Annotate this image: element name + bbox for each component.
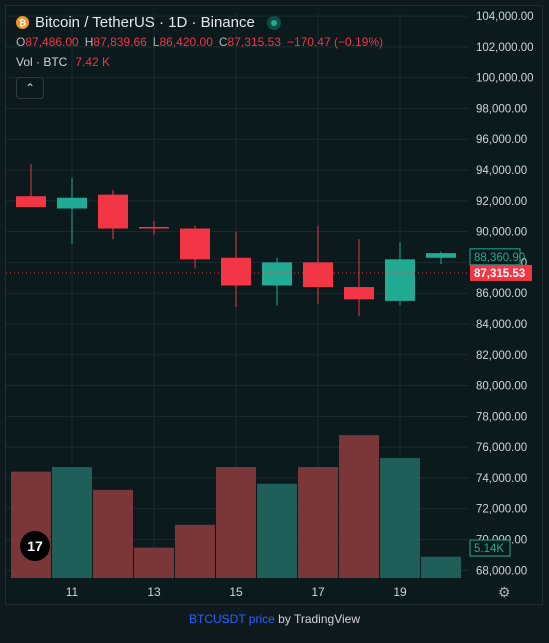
symbol-price-link[interactable]: BTCUSDT price bbox=[189, 612, 275, 626]
tradingview-logo-text: 17 bbox=[27, 538, 43, 554]
volume-bar bbox=[175, 524, 215, 578]
volume-legend[interactable]: Vol · BTC 7.42 K bbox=[16, 55, 383, 69]
candle-body bbox=[303, 262, 333, 288]
candle-body bbox=[98, 194, 128, 229]
price-tick-label: 82,000.00 bbox=[476, 350, 527, 362]
tradingview-logo[interactable]: 17 bbox=[20, 531, 50, 561]
last-price-marker-box bbox=[469, 248, 521, 266]
candle-body bbox=[344, 287, 374, 300]
candle-body bbox=[262, 262, 292, 286]
bitcoin-icon: ₿ bbox=[16, 16, 29, 29]
price-tick-label: 76,000.00 bbox=[476, 442, 527, 454]
volume-bar bbox=[257, 483, 297, 578]
volume-bar bbox=[52, 467, 92, 578]
ohlc-open: O87,486.00 bbox=[16, 35, 79, 49]
price-tick-label: 74,000.00 bbox=[476, 473, 527, 485]
volume-bar bbox=[134, 547, 174, 578]
volume-bar bbox=[298, 467, 338, 578]
time-tick-label: 19 bbox=[393, 585, 407, 599]
candle-body bbox=[426, 253, 456, 258]
volume-bar bbox=[216, 467, 256, 578]
price-tick-label: 80,000.00 bbox=[476, 381, 527, 393]
candle-body bbox=[180, 228, 210, 260]
price-tick-label: 72,000.00 bbox=[476, 504, 527, 516]
settings-gear-icon[interactable]: ⚙ bbox=[498, 584, 511, 600]
price-tick-label: 100,000.00 bbox=[476, 73, 534, 85]
collapse-legend-button[interactable]: ⌃ bbox=[16, 77, 44, 99]
market-open-indicator-icon bbox=[266, 15, 281, 30]
chart-widget: 104,000.00 102,000.00 100,000.00 98,000.00 9… bbox=[5, 5, 543, 605]
price-tick-label: 84,000.00 bbox=[476, 319, 527, 331]
ohlc-close: C87,315.53 bbox=[218, 35, 281, 49]
volume-bar bbox=[11, 471, 51, 578]
chevron-up-icon: ⌃ bbox=[24, 81, 36, 95]
price-tick-label: 78,000.00 bbox=[476, 411, 527, 423]
candle-body bbox=[16, 196, 46, 207]
volume-bar bbox=[93, 489, 133, 578]
time-tick-label: 11 bbox=[66, 585, 79, 599]
ohlc-high: H87,839.66 bbox=[84, 35, 147, 49]
volume-axis-label: 5.14K bbox=[474, 543, 504, 555]
price-tick-label: 98,000.00 bbox=[476, 103, 527, 115]
price-tick-label: 90,000.00 bbox=[476, 227, 527, 239]
attribution-footer: BTCUSDT price by TradingView bbox=[0, 612, 549, 626]
symbol-title-row[interactable]: ₿ Bitcoin / TetherUS · 1D · Binance bbox=[16, 14, 383, 31]
price-tick-label: 96,000.00 bbox=[476, 134, 527, 146]
price-tick-label: 92,000.00 bbox=[476, 196, 527, 208]
current-price-label: 87,315.53 bbox=[474, 268, 525, 280]
price-tick-label: 104,000.00 bbox=[476, 11, 534, 23]
volume-axis-label-box bbox=[469, 539, 511, 557]
last-price-marker-label: 88,360.90 bbox=[474, 252, 525, 264]
time-tick-label: 13 bbox=[147, 585, 161, 599]
time-tick-label: 17 bbox=[311, 585, 325, 599]
price-change: −170.47 (−0.19%) bbox=[286, 35, 384, 49]
price-tick-label: 86,000.00 bbox=[476, 288, 527, 300]
volume-label: Vol · BTC bbox=[16, 55, 68, 69]
ohlc-values: O87,486.00 H87,839.66 L86,420.00 C87,315… bbox=[16, 35, 383, 49]
volume-value: 7.42 K bbox=[75, 55, 111, 69]
current-price-label-box bbox=[470, 264, 532, 281]
symbol-title: Bitcoin / TetherUS · 1D · Binance bbox=[35, 14, 255, 31]
price-tick-label: 102,000.00 bbox=[476, 42, 534, 54]
candle-body bbox=[57, 197, 87, 209]
attribution-text: by TradingView bbox=[278, 612, 360, 626]
volume-bar bbox=[339, 435, 379, 578]
price-tick-label: 94,000.00 bbox=[476, 165, 527, 177]
candle-body bbox=[221, 257, 251, 286]
ohlc-low: L86,420.00 bbox=[152, 35, 213, 49]
time-tick-label: 15 bbox=[229, 585, 243, 599]
price-tick-label: 68,000.00 bbox=[476, 565, 527, 577]
volume-bar bbox=[421, 556, 461, 578]
candle-body bbox=[385, 259, 415, 301]
volume-bar bbox=[380, 457, 420, 578]
candle-body bbox=[139, 226, 169, 229]
price-chart[interactable]: 104,000.00 102,000.00 100,000.00 98,000.00 9… bbox=[6, 6, 543, 605]
chart-legend: ₿ Bitcoin / TetherUS · 1D · Binance O87,… bbox=[16, 14, 383, 99]
